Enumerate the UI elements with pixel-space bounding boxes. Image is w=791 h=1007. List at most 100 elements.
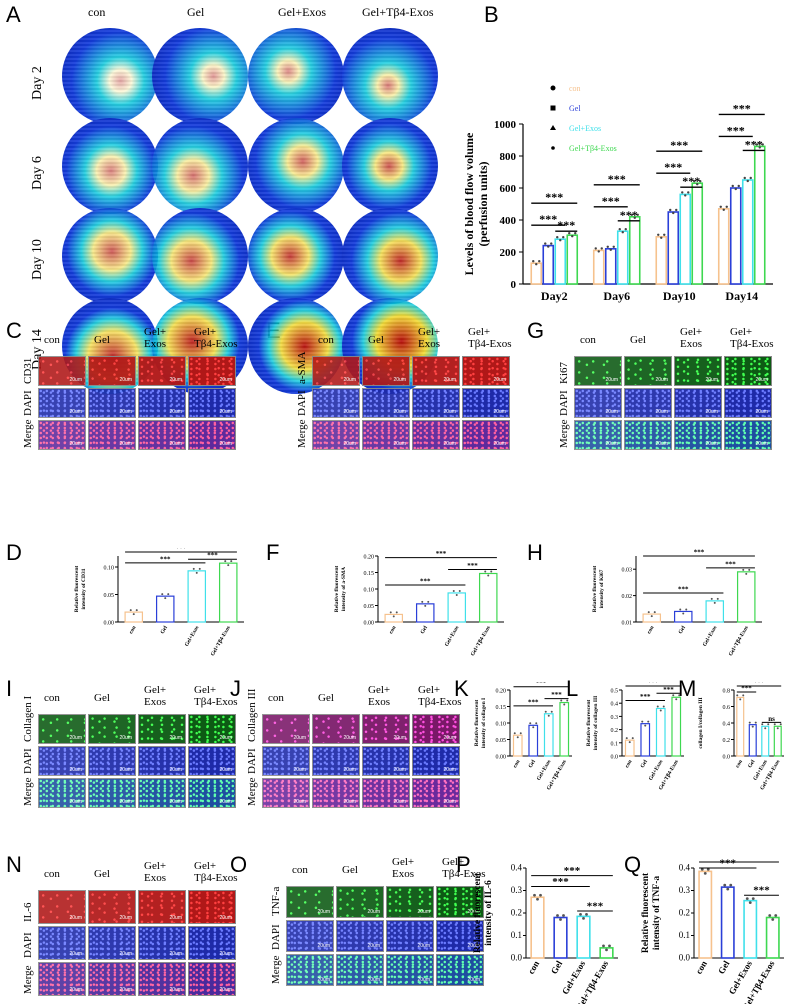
bar-Gel+Exos bbox=[447, 592, 467, 623]
data-point bbox=[559, 239, 562, 242]
data-point bbox=[600, 247, 603, 250]
micrograph-N-0-0: 20um bbox=[38, 890, 86, 924]
y-tick-label: 0.6 bbox=[723, 705, 731, 711]
micro-row-label-O-2: Merge bbox=[270, 955, 282, 984]
micro-row-label-J-1: DAPI bbox=[246, 748, 258, 774]
micrograph-G-2-2: 20um bbox=[674, 420, 722, 450]
data-point bbox=[563, 703, 566, 706]
data-point bbox=[647, 720, 650, 723]
scale-bar-label: 20um bbox=[119, 735, 132, 741]
col-header-line: Exos bbox=[368, 696, 390, 708]
micro-row-label-N-0: IL-6 bbox=[22, 902, 34, 922]
x-tick-label: con bbox=[624, 759, 633, 769]
scale-bar-label: 20um bbox=[655, 441, 668, 447]
col-header-line: con bbox=[44, 692, 60, 704]
micrograph-N-1-3: 20um bbox=[188, 926, 236, 960]
micrograph-J-2-3: 20um bbox=[412, 778, 460, 808]
panel-label-P: P bbox=[456, 852, 471, 877]
col-header-line: Gel+ bbox=[392, 856, 415, 868]
y-tick-label: 0.10 bbox=[104, 566, 115, 572]
micro-col-header-C-0: con bbox=[44, 334, 60, 346]
bar-Day10-Gel+Tβ4-Exos bbox=[691, 182, 704, 285]
x-tick-label: Gel+Exos bbox=[702, 625, 719, 648]
bar-Day6-Gel+Tβ4-Exos bbox=[628, 216, 641, 285]
micro-col-header-I-1: Gel bbox=[94, 692, 110, 704]
scale-bar-label: 20um bbox=[393, 409, 406, 415]
panel-label-N: N bbox=[6, 852, 22, 877]
data-point bbox=[536, 897, 539, 901]
data-point bbox=[395, 611, 398, 614]
perfusion-image-2-3 bbox=[342, 208, 438, 304]
micro-col-header-N-0: con bbox=[44, 868, 60, 880]
scale-bar-label: 20um bbox=[393, 441, 406, 447]
y-tick-label: 0.05 bbox=[104, 593, 115, 599]
data-point bbox=[636, 213, 639, 216]
x-tick-label: con bbox=[526, 959, 541, 976]
col-header-line: Exos bbox=[680, 338, 702, 350]
data-point bbox=[389, 611, 392, 614]
data-point bbox=[230, 560, 233, 563]
y-tick-label: 0.4 bbox=[511, 863, 523, 873]
data-point bbox=[631, 737, 634, 740]
scale-bar-label: 20um bbox=[169, 951, 182, 957]
y-axis-label: Relative fluorescent bbox=[592, 566, 598, 613]
chart-F: 0.00 0.05 0.10 0.15 0.20 Relative fluorescent… bbox=[334, 550, 504, 657]
x-tick-label: con bbox=[694, 959, 709, 976]
data-point bbox=[582, 916, 585, 920]
micrograph-C-2-3: 20um bbox=[188, 420, 236, 450]
col-header-line: con bbox=[580, 334, 596, 346]
data-point bbox=[767, 723, 770, 726]
data-point bbox=[574, 232, 577, 235]
micro-col-header-G-2: Gel+ Exos bbox=[680, 326, 702, 350]
micrograph-N-2-3: 20um bbox=[188, 962, 236, 996]
data-point bbox=[779, 723, 782, 726]
y-tick-label: 1000 bbox=[494, 119, 517, 131]
micrograph-G-0-0: 20um bbox=[574, 356, 622, 386]
bar-Day2-con bbox=[530, 262, 543, 285]
col-header-line: Tβ4-Exos bbox=[730, 338, 774, 350]
scale-bar-label: 20um bbox=[605, 409, 618, 415]
micrograph-N-0-2: 20um bbox=[138, 890, 186, 924]
x-tick-label: Gel bbox=[747, 759, 757, 770]
col-header-line: Tβ4-Exos bbox=[194, 872, 238, 884]
data-point bbox=[748, 568, 751, 571]
micrograph-I-2-2: 20um bbox=[138, 778, 186, 808]
sig-star: *** bbox=[420, 578, 431, 586]
col-header-line: con bbox=[292, 864, 308, 876]
micrograph-E-1-1: 20um bbox=[362, 388, 410, 418]
micrograph-G-2-3: 20um bbox=[724, 420, 772, 450]
bar-Gel+Tβ4-Exos bbox=[773, 725, 782, 757]
scale-bar-label: 20um bbox=[755, 377, 768, 383]
micro-row-label-I-1: DAPI bbox=[22, 748, 34, 774]
micrograph-O-1-3: 20um bbox=[436, 920, 484, 952]
col-header-line: Tβ4-Exos bbox=[468, 338, 512, 350]
data-point bbox=[743, 176, 746, 180]
scale-bar-label: 20um bbox=[69, 951, 82, 957]
x-tick-label: Gel+Exos bbox=[184, 625, 201, 648]
micrograph-O-0-3: 20um bbox=[436, 886, 484, 918]
scale-bar-label: 20um bbox=[169, 915, 182, 921]
bar-Gel+Tβ4-Exos bbox=[218, 562, 238, 623]
y-axis-label: Relative fluorescent bbox=[334, 566, 340, 613]
micrograph-I-1-0: 20um bbox=[38, 746, 86, 776]
scale-bar-label: 20um bbox=[493, 377, 506, 383]
perfusion-texture bbox=[62, 208, 158, 304]
x-tick-label: Gel bbox=[640, 759, 650, 770]
scale-bar-label: 20um bbox=[655, 409, 668, 415]
scale-bar-label: 20um bbox=[755, 441, 768, 447]
bar-Gel+Exos bbox=[187, 570, 207, 623]
data-point bbox=[675, 208, 678, 212]
perfusion-texture bbox=[248, 28, 344, 124]
y-tick-label: 0.0 bbox=[511, 953, 523, 963]
scale-bar-label: 20um bbox=[69, 377, 82, 383]
bar-Day2-Gel+Tβ4-Exos bbox=[566, 234, 579, 285]
data-point bbox=[699, 180, 702, 183]
y-tick-label: 0.05 bbox=[496, 738, 507, 744]
scale-bar-label: 20um bbox=[69, 767, 82, 773]
micrograph-E-2-2: 20um bbox=[412, 420, 460, 450]
scale-bar-label: 20um bbox=[343, 441, 356, 447]
x-tick-label: Gel bbox=[528, 759, 538, 770]
micrograph-G-0-1: 20um bbox=[624, 356, 672, 386]
micrograph-C-2-0: 20um bbox=[38, 420, 86, 450]
micrograph-J-2-1: 20um bbox=[312, 778, 360, 808]
